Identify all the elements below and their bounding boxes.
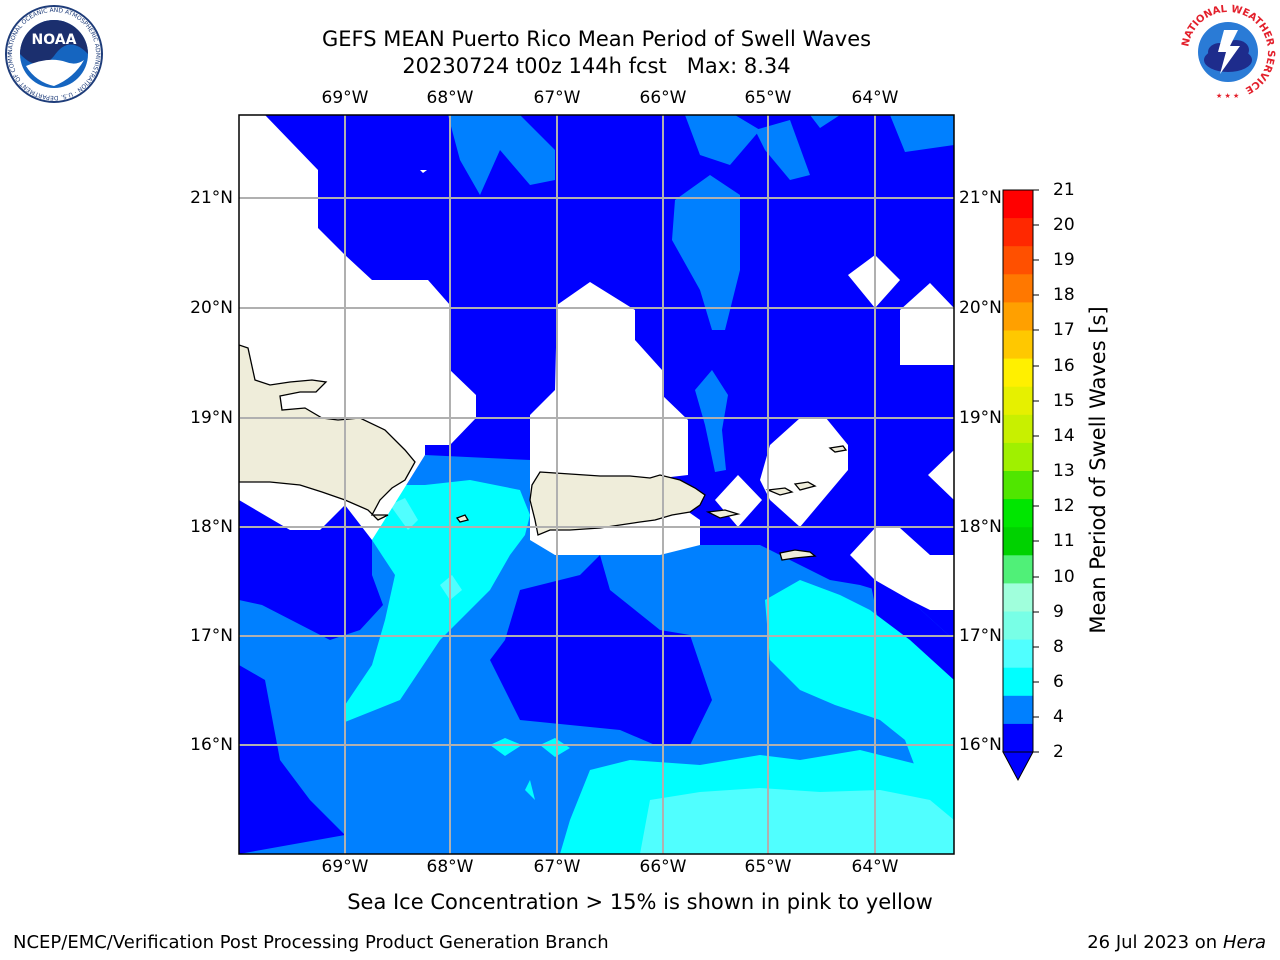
lat-tick-left: 20°N <box>190 298 233 318</box>
st-croix <box>779 549 817 561</box>
lon-tick-top: 66°W <box>639 88 687 108</box>
colorbar-segment <box>1003 611 1033 641</box>
colorbar-tick: 14 <box>1053 426 1075 446</box>
lat-tick-right: 19°N <box>959 408 1002 428</box>
colorbar-segment <box>1003 190 1033 219</box>
lat-tick-left: 17°N <box>190 626 233 646</box>
lat-tick-right: 20°N <box>959 298 1002 318</box>
nws-logo: NATIONAL WEATHER SERVICE ★ ★ ★ <box>1180 4 1276 100</box>
lat-tick-left: 19°N <box>190 408 233 428</box>
colorbar-tick: 19 <box>1053 250 1075 270</box>
vieques <box>705 509 741 519</box>
lat-tick-left: 16°N <box>190 735 233 755</box>
colorbar-segment <box>1003 695 1033 725</box>
svg-text:★ ★ ★: ★ ★ ★ <box>1216 92 1239 100</box>
colorbar-segment <box>1003 358 1033 388</box>
colorbar-segment <box>1003 527 1033 556</box>
chart-title: GEFS MEAN Puerto Rico Mean Period of Swe… <box>321 27 872 51</box>
anguilla <box>828 445 848 453</box>
lon-tick-top: 64°W <box>851 88 899 108</box>
footer-date: 26 Jul 2023 on Hera <box>1087 932 1266 953</box>
map-frame <box>238 114 955 855</box>
lat-tick-right: 21°N <box>959 188 1002 208</box>
colorbar-segment <box>1003 723 1033 753</box>
lon-tick-bottom: 64°W <box>851 857 899 877</box>
colorbar-segment <box>1003 499 1033 528</box>
colorbar-tick: 11 <box>1053 531 1075 551</box>
land-masses <box>239 344 848 561</box>
lon-tick-bottom: 67°W <box>533 857 581 877</box>
colorbar-segment <box>1003 330 1033 360</box>
colorbar-tick: 4 <box>1053 707 1064 727</box>
colorbar-tick: 20 <box>1053 215 1075 235</box>
noaa-logo-text: NOAA <box>32 32 77 48</box>
colorbar-segment <box>1003 302 1033 331</box>
footer-credit: NCEP/EMC/Verification Post Processing Pr… <box>13 932 609 953</box>
gridlines <box>239 115 954 854</box>
colorbar <box>1002 189 1039 782</box>
colorbar-tick: 15 <box>1053 391 1075 411</box>
lon-tick-top: 67°W <box>533 88 581 108</box>
colorbar-segment <box>1003 471 1033 500</box>
colorbar-segment <box>1003 274 1033 303</box>
colorbar-label: Mean Period of Swell Waves [s] <box>1086 306 1110 634</box>
colorbar-tick: 21 <box>1053 180 1075 200</box>
lon-tick-bottom: 68°W <box>426 857 474 877</box>
colorbar-tick: 16 <box>1053 356 1075 376</box>
colorbar-tick: 6 <box>1053 672 1064 692</box>
mona-island <box>455 514 470 523</box>
colorbar-segment <box>1003 667 1033 697</box>
lon-tick-top: 68°W <box>426 88 474 108</box>
colorbar-segment <box>1003 555 1033 584</box>
colorbar-segment <box>1003 583 1033 612</box>
lon-tick-bottom: 66°W <box>639 857 687 877</box>
colorbar-segment <box>1003 218 1033 247</box>
lat-tick-right: 17°N <box>959 626 1002 646</box>
sea-ice-note: Sea Ice Concentration > 15% is shown in … <box>347 890 933 914</box>
virgin-islands <box>765 487 794 496</box>
lon-tick-top: 69°W <box>321 88 369 108</box>
colorbar-tick: 13 <box>1053 461 1075 481</box>
colorbar-segment <box>1003 414 1033 444</box>
noaa-logo: NATIONAL OCEANIC AND ATMOSPHERIC ADMINIS… <box>4 4 103 103</box>
footer-date-text: 26 Jul 2023 on <box>1087 932 1223 953</box>
chart-subtitle: 20230724 t00z 144h fcst Max: 8.34 <box>402 54 791 78</box>
virgin-islands-2 <box>793 481 817 491</box>
lon-tick-top: 65°W <box>744 88 792 108</box>
colorbar-extend-min <box>1002 751 1034 782</box>
colorbar-tick: 2 <box>1053 742 1064 762</box>
lat-tick-left: 18°N <box>190 517 233 537</box>
lon-tick-bottom: 65°W <box>744 857 792 877</box>
colorbar-tick: 18 <box>1053 285 1075 305</box>
colorbar-tick: 8 <box>1053 637 1064 657</box>
lat-tick-right: 16°N <box>959 735 1002 755</box>
colorbar-segment <box>1003 386 1033 416</box>
footer-host: Hera <box>1222 932 1266 953</box>
lat-tick-left: 21°N <box>190 188 233 208</box>
lat-tick-right: 18°N <box>959 517 1002 537</box>
colorbar-tick: 10 <box>1053 567 1075 587</box>
colorbar-tick: 12 <box>1053 496 1075 516</box>
colorbar-tick: 17 <box>1053 320 1075 340</box>
puerto-rico <box>529 471 706 536</box>
colorbar-segment <box>1003 639 1033 669</box>
colorbar-segment <box>1003 246 1033 275</box>
colorbar-segment <box>1003 442 1033 472</box>
lon-tick-bottom: 69°W <box>321 857 369 877</box>
colorbar-tick: 9 <box>1053 602 1064 622</box>
